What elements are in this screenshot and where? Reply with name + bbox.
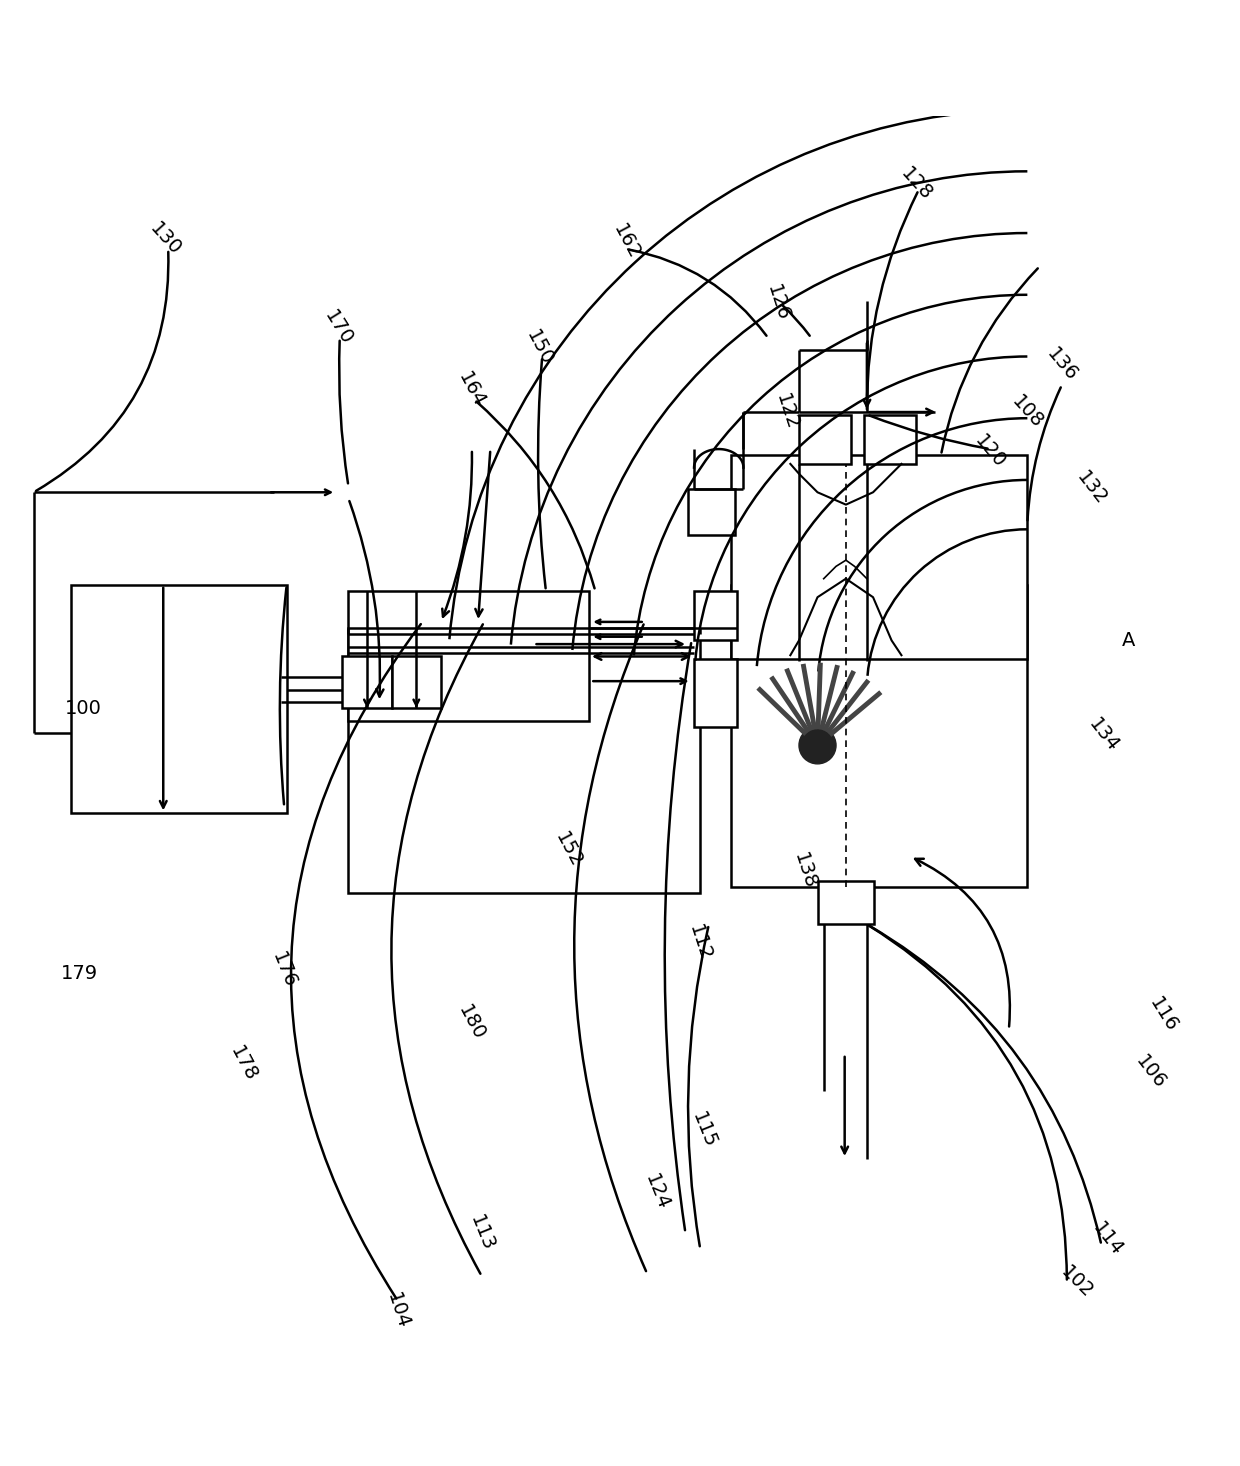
Bar — [817, 881, 874, 925]
Text: 126: 126 — [764, 283, 792, 324]
Text: 138: 138 — [790, 850, 820, 891]
Ellipse shape — [799, 727, 836, 764]
Text: 106: 106 — [1132, 1053, 1169, 1092]
Text: 114: 114 — [1089, 1218, 1126, 1259]
Text: 176: 176 — [269, 950, 300, 991]
Bar — [688, 488, 735, 535]
Text: 122: 122 — [771, 391, 801, 432]
Bar — [732, 456, 1028, 658]
Text: 102: 102 — [1056, 1262, 1096, 1302]
Text: 128: 128 — [897, 164, 936, 204]
Bar — [864, 415, 916, 463]
Bar — [392, 657, 441, 708]
Text: 112: 112 — [686, 922, 715, 963]
Text: 116: 116 — [1146, 994, 1180, 1035]
Text: 170: 170 — [321, 308, 356, 349]
Text: 164: 164 — [455, 369, 489, 410]
Text: 120: 120 — [971, 431, 1009, 472]
Text: 134: 134 — [1085, 715, 1122, 756]
Text: 115: 115 — [688, 1110, 719, 1151]
Bar — [799, 415, 851, 463]
Bar — [71, 585, 286, 814]
Bar — [732, 585, 1028, 887]
Text: 108: 108 — [1008, 391, 1047, 432]
Text: 178: 178 — [227, 1042, 260, 1085]
Bar — [348, 627, 701, 893]
Text: 152: 152 — [551, 830, 585, 871]
Bar — [694, 658, 738, 727]
Text: 100: 100 — [64, 699, 102, 718]
Text: 179: 179 — [61, 965, 98, 984]
Text: 180: 180 — [455, 1003, 489, 1044]
Text: 130: 130 — [146, 218, 185, 259]
Text: 162: 162 — [609, 221, 644, 262]
Text: 104: 104 — [383, 1290, 413, 1331]
Bar — [348, 591, 589, 721]
Text: 136: 136 — [1043, 345, 1081, 386]
Text: 113: 113 — [466, 1212, 497, 1253]
Text: 150: 150 — [522, 327, 557, 369]
Text: A: A — [1122, 630, 1136, 649]
Text: 124: 124 — [641, 1171, 673, 1212]
Bar — [342, 657, 392, 708]
Text: 132: 132 — [1073, 468, 1111, 509]
Bar — [694, 591, 738, 641]
